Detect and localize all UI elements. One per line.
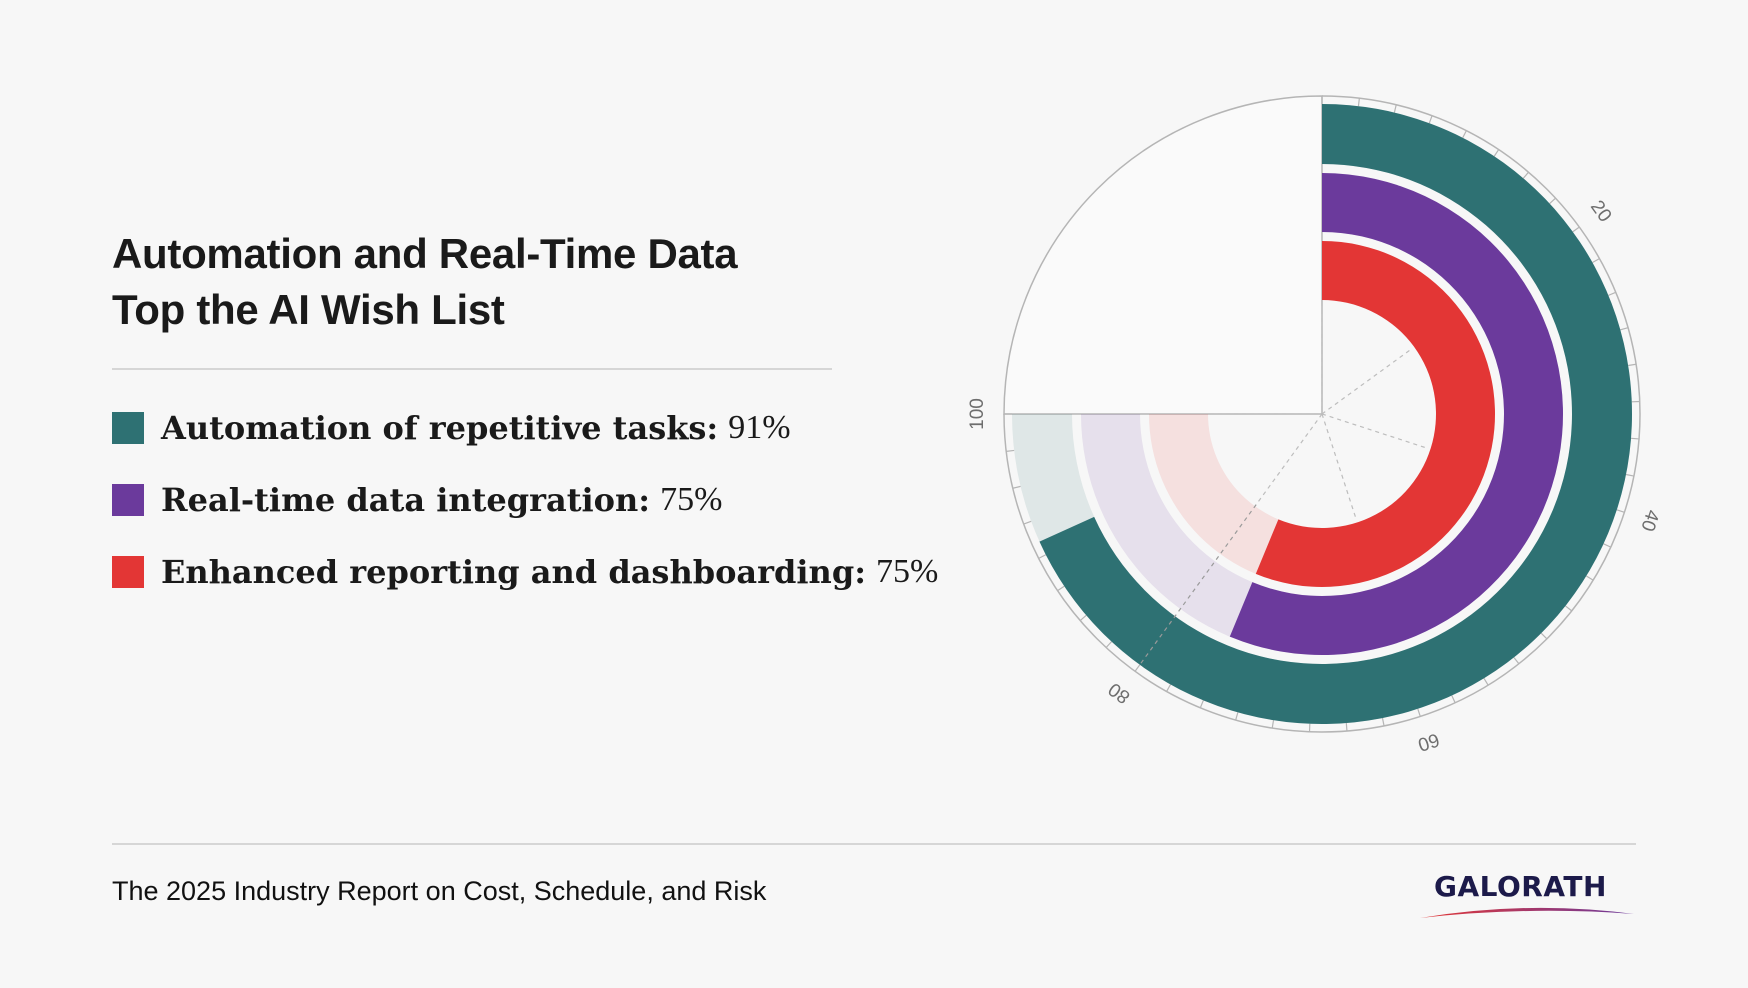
axis-minor-tick: [1271, 720, 1275, 729]
axis-minor-tick: [1417, 708, 1421, 717]
logo-swoosh-icon: [1420, 907, 1634, 918]
axis-minor-tick: [1586, 575, 1594, 581]
axis-minor-tick: [1012, 485, 1021, 489]
axis-minor-tick: [1038, 554, 1047, 559]
legend-swatch-realtime: [112, 484, 144, 516]
radial-gridline: [1321, 413, 1429, 450]
ring-bar: [1255, 241, 1495, 587]
axis-minor-tick: [1549, 197, 1556, 205]
logo-wordmark: GALORATH: [1434, 870, 1607, 903]
axis-tick-label: 40: [1636, 507, 1663, 534]
axis-minor-tick: [1628, 363, 1637, 367]
legend-label-realtime: Real-time data integration:: [161, 481, 651, 519]
radial-bar-chart: 020406080100: [967, 80, 1663, 755]
chart-title: Automation and Real-Time Data Top the AI…: [112, 226, 852, 338]
empty-quadrant: [1003, 95, 1323, 415]
axis-minor-tick: [1428, 115, 1433, 124]
footer-divider: [112, 843, 1636, 845]
axis-minor-tick: [1603, 543, 1612, 548]
axis-minor-tick: [1023, 520, 1032, 525]
legend-item-automation: Automation of repetitive tasks: 91%: [112, 408, 938, 448]
axis-minor-tick: [1462, 130, 1467, 139]
axis-minor-tick: [1625, 473, 1635, 477]
radial-gridline: [1321, 347, 1413, 415]
radial-gridline: [1321, 413, 1358, 521]
radial-gridline: [1138, 504, 1257, 667]
radial-gridline: [1255, 413, 1323, 505]
axis-minor-tick: [1105, 641, 1113, 648]
axis-minor-tick: [1451, 695, 1456, 704]
report-title: The 2025 Industry Report on Cost, Schedu…: [112, 876, 767, 906]
legend-item-realtime: Real-time data integration: 75%: [112, 480, 938, 520]
axis-minor-tick: [1592, 258, 1600, 264]
axis-minor-tick: [1381, 717, 1385, 727]
legend-item-reporting: Enhanced reporting and dashboarding: 75%: [112, 552, 938, 592]
axis-minor-tick: [1166, 684, 1172, 692]
axis-minor-tick: [1513, 657, 1520, 665]
axis-minor-tick: [1608, 291, 1617, 296]
axis-minor-tick: [1357, 98, 1360, 107]
axis-minor-tick: [1630, 437, 1640, 440]
title-line-1: Automation and Real-Time Data: [112, 230, 738, 277]
axis-tick-label: 80: [1105, 678, 1134, 707]
legend-swatch-reporting: [112, 556, 144, 588]
axis-minor-tick: [1235, 712, 1239, 721]
axis-minor-tick: [1565, 605, 1573, 612]
axis-tick-label: 60: [1415, 728, 1442, 755]
axis-tick-label: 100: [967, 398, 988, 430]
ring-bar: [1229, 173, 1563, 655]
title-divider: [112, 368, 832, 370]
legend-value-realtime: 75%: [660, 481, 723, 518]
axis-minor-tick: [1057, 585, 1065, 592]
axis-minor-tick: [1572, 226, 1580, 233]
axis-minor-tick: [1616, 509, 1625, 513]
title-line-2: Top the AI Wish List: [112, 286, 505, 333]
legend-value-reporting: 75%: [876, 553, 939, 590]
legend-value-automation: 91%: [728, 409, 791, 446]
axis-minor-tick: [1134, 664, 1141, 672]
legend-swatch-automation: [112, 412, 144, 444]
legend: Automation of repetitive tasks: 91% Real…: [112, 408, 938, 624]
axis-minor-tick: [1540, 632, 1548, 640]
axis-minor-tick: [1493, 149, 1500, 157]
axis-minor-tick: [1620, 327, 1629, 331]
legend-label-reporting: Enhanced reporting and dashboarding:: [161, 553, 866, 591]
axis-minor-tick: [1006, 449, 1015, 452]
galorath-logo: GALORATH: [1418, 868, 1636, 928]
axis-minor-tick: [1483, 678, 1489, 686]
legend-label-automation: Automation of repetitive tasks:: [161, 409, 719, 447]
axis-tick-label: 20: [1586, 197, 1615, 226]
axis-minor-tick: [1199, 700, 1204, 709]
axis-minor-tick: [1393, 104, 1397, 113]
axis-minor-tick: [1079, 614, 1087, 621]
axis-minor-tick: [1345, 722, 1348, 732]
axis-minor-tick: [1522, 171, 1529, 179]
